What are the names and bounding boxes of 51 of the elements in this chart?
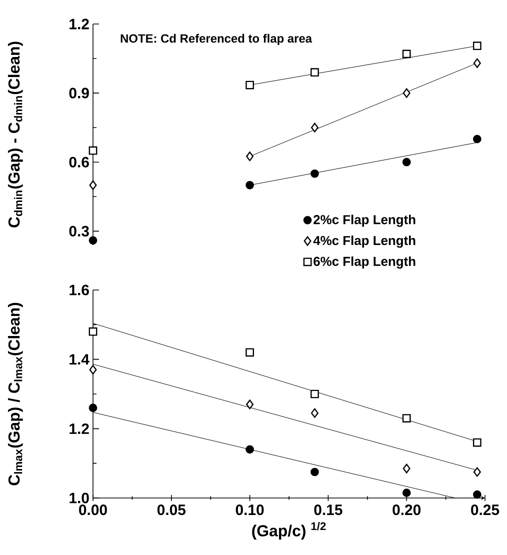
point [402, 488, 411, 497]
y-tick-label: 0.3 [69, 226, 89, 236]
x-tick-label: 0.15 [314, 504, 342, 516]
point [88, 236, 98, 245]
point [473, 58, 481, 68]
y-tick-label: 1.0 [70, 492, 89, 504]
point [402, 88, 410, 98]
point [402, 50, 411, 58]
y-tick-label: 0.9 [69, 88, 89, 98]
point [310, 408, 318, 418]
point [246, 80, 254, 90]
legend-label: 4%c Flap Length [313, 236, 416, 248]
point [246, 400, 254, 410]
annotation: NOTE: Cd Referenced to flap area [120, 34, 312, 46]
point [473, 467, 481, 477]
point [89, 180, 97, 190]
point [246, 348, 254, 357]
point [310, 68, 319, 77]
x-tick-label: 0.10 [236, 504, 264, 516]
point [88, 327, 98, 336]
point [88, 146, 98, 155]
x-tick-label: 0.25 [471, 504, 500, 516]
x-tick-label: 0.20 [392, 504, 421, 516]
y-tick-label: 1.2 [70, 423, 89, 434]
y-tick-label: 1.6 [70, 284, 89, 296]
point [310, 122, 318, 132]
x-axis-title: (Gap/c) $^{1/2}$ [252, 522, 326, 540]
point [310, 468, 319, 476]
point [402, 414, 411, 422]
y-tick-label: 1.2 [70, 18, 89, 30]
point [472, 42, 482, 50]
x-tick-label: 0.05 [157, 504, 186, 516]
point [472, 438, 482, 447]
point [402, 464, 410, 474]
legend-label: 2%c Flap Length [314, 214, 416, 227]
y-axis-title: C$_{dmin}$(Gap) - C$_{dmin}$(Clean) [8, 42, 23, 228]
legend-label: 6%c Flap Length [314, 256, 416, 269]
y-tick-label: 0.6 [69, 156, 89, 168]
point [472, 490, 482, 499]
point [246, 180, 254, 190]
y-tick-label: 1.4 [70, 354, 90, 364]
point [88, 404, 98, 412]
x-tick-label: 0.00 [79, 504, 107, 516]
point [472, 134, 482, 144]
point [89, 364, 97, 375]
point [402, 158, 411, 166]
y-axis-title: C$_{lmax}$(Gap) / C$_{lmax}$(Clean) [8, 302, 23, 486]
point [310, 169, 319, 178]
point [310, 390, 319, 398]
point [246, 152, 254, 162]
point [246, 445, 254, 454]
